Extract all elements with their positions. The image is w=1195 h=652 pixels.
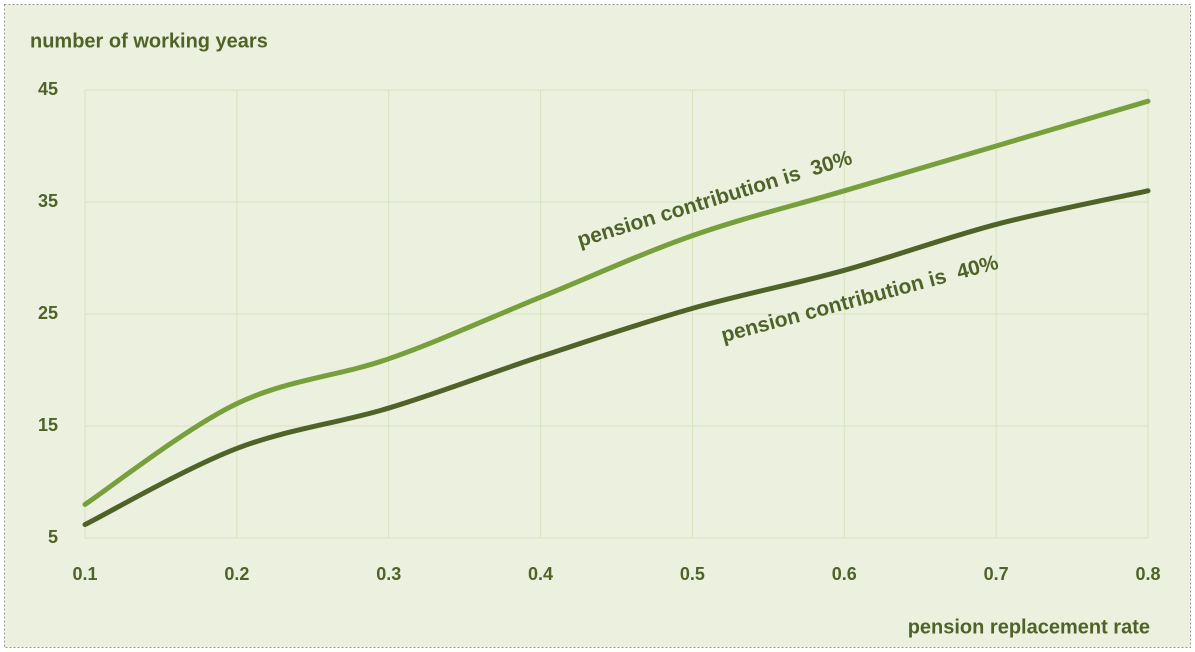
series-line <box>82 188 1151 528</box>
y-tick-label: 5 <box>48 527 58 547</box>
x-tick-label: 0.4 <box>528 564 553 584</box>
y-tick-label: 45 <box>38 79 58 99</box>
chart-background <box>4 4 1191 648</box>
x-tick-label: 0.2 <box>224 564 249 584</box>
x-tick-label: 0.8 <box>1135 564 1160 584</box>
y-tick-label: 35 <box>38 191 58 211</box>
y-axis-label: number of working years <box>30 30 268 52</box>
y-tick-label: 15 <box>38 415 58 435</box>
series-line <box>82 98 1151 507</box>
x-tick-label: 0.7 <box>984 564 1009 584</box>
x-axis-label: pension replacement rate <box>908 616 1150 638</box>
x-tick-label: 0.6 <box>832 564 857 584</box>
x-tick-label: 0.5 <box>680 564 705 584</box>
y-tick-label: 25 <box>38 303 58 323</box>
x-tick-label: 0.3 <box>376 564 401 584</box>
x-tick-label: 0.1 <box>72 564 97 584</box>
